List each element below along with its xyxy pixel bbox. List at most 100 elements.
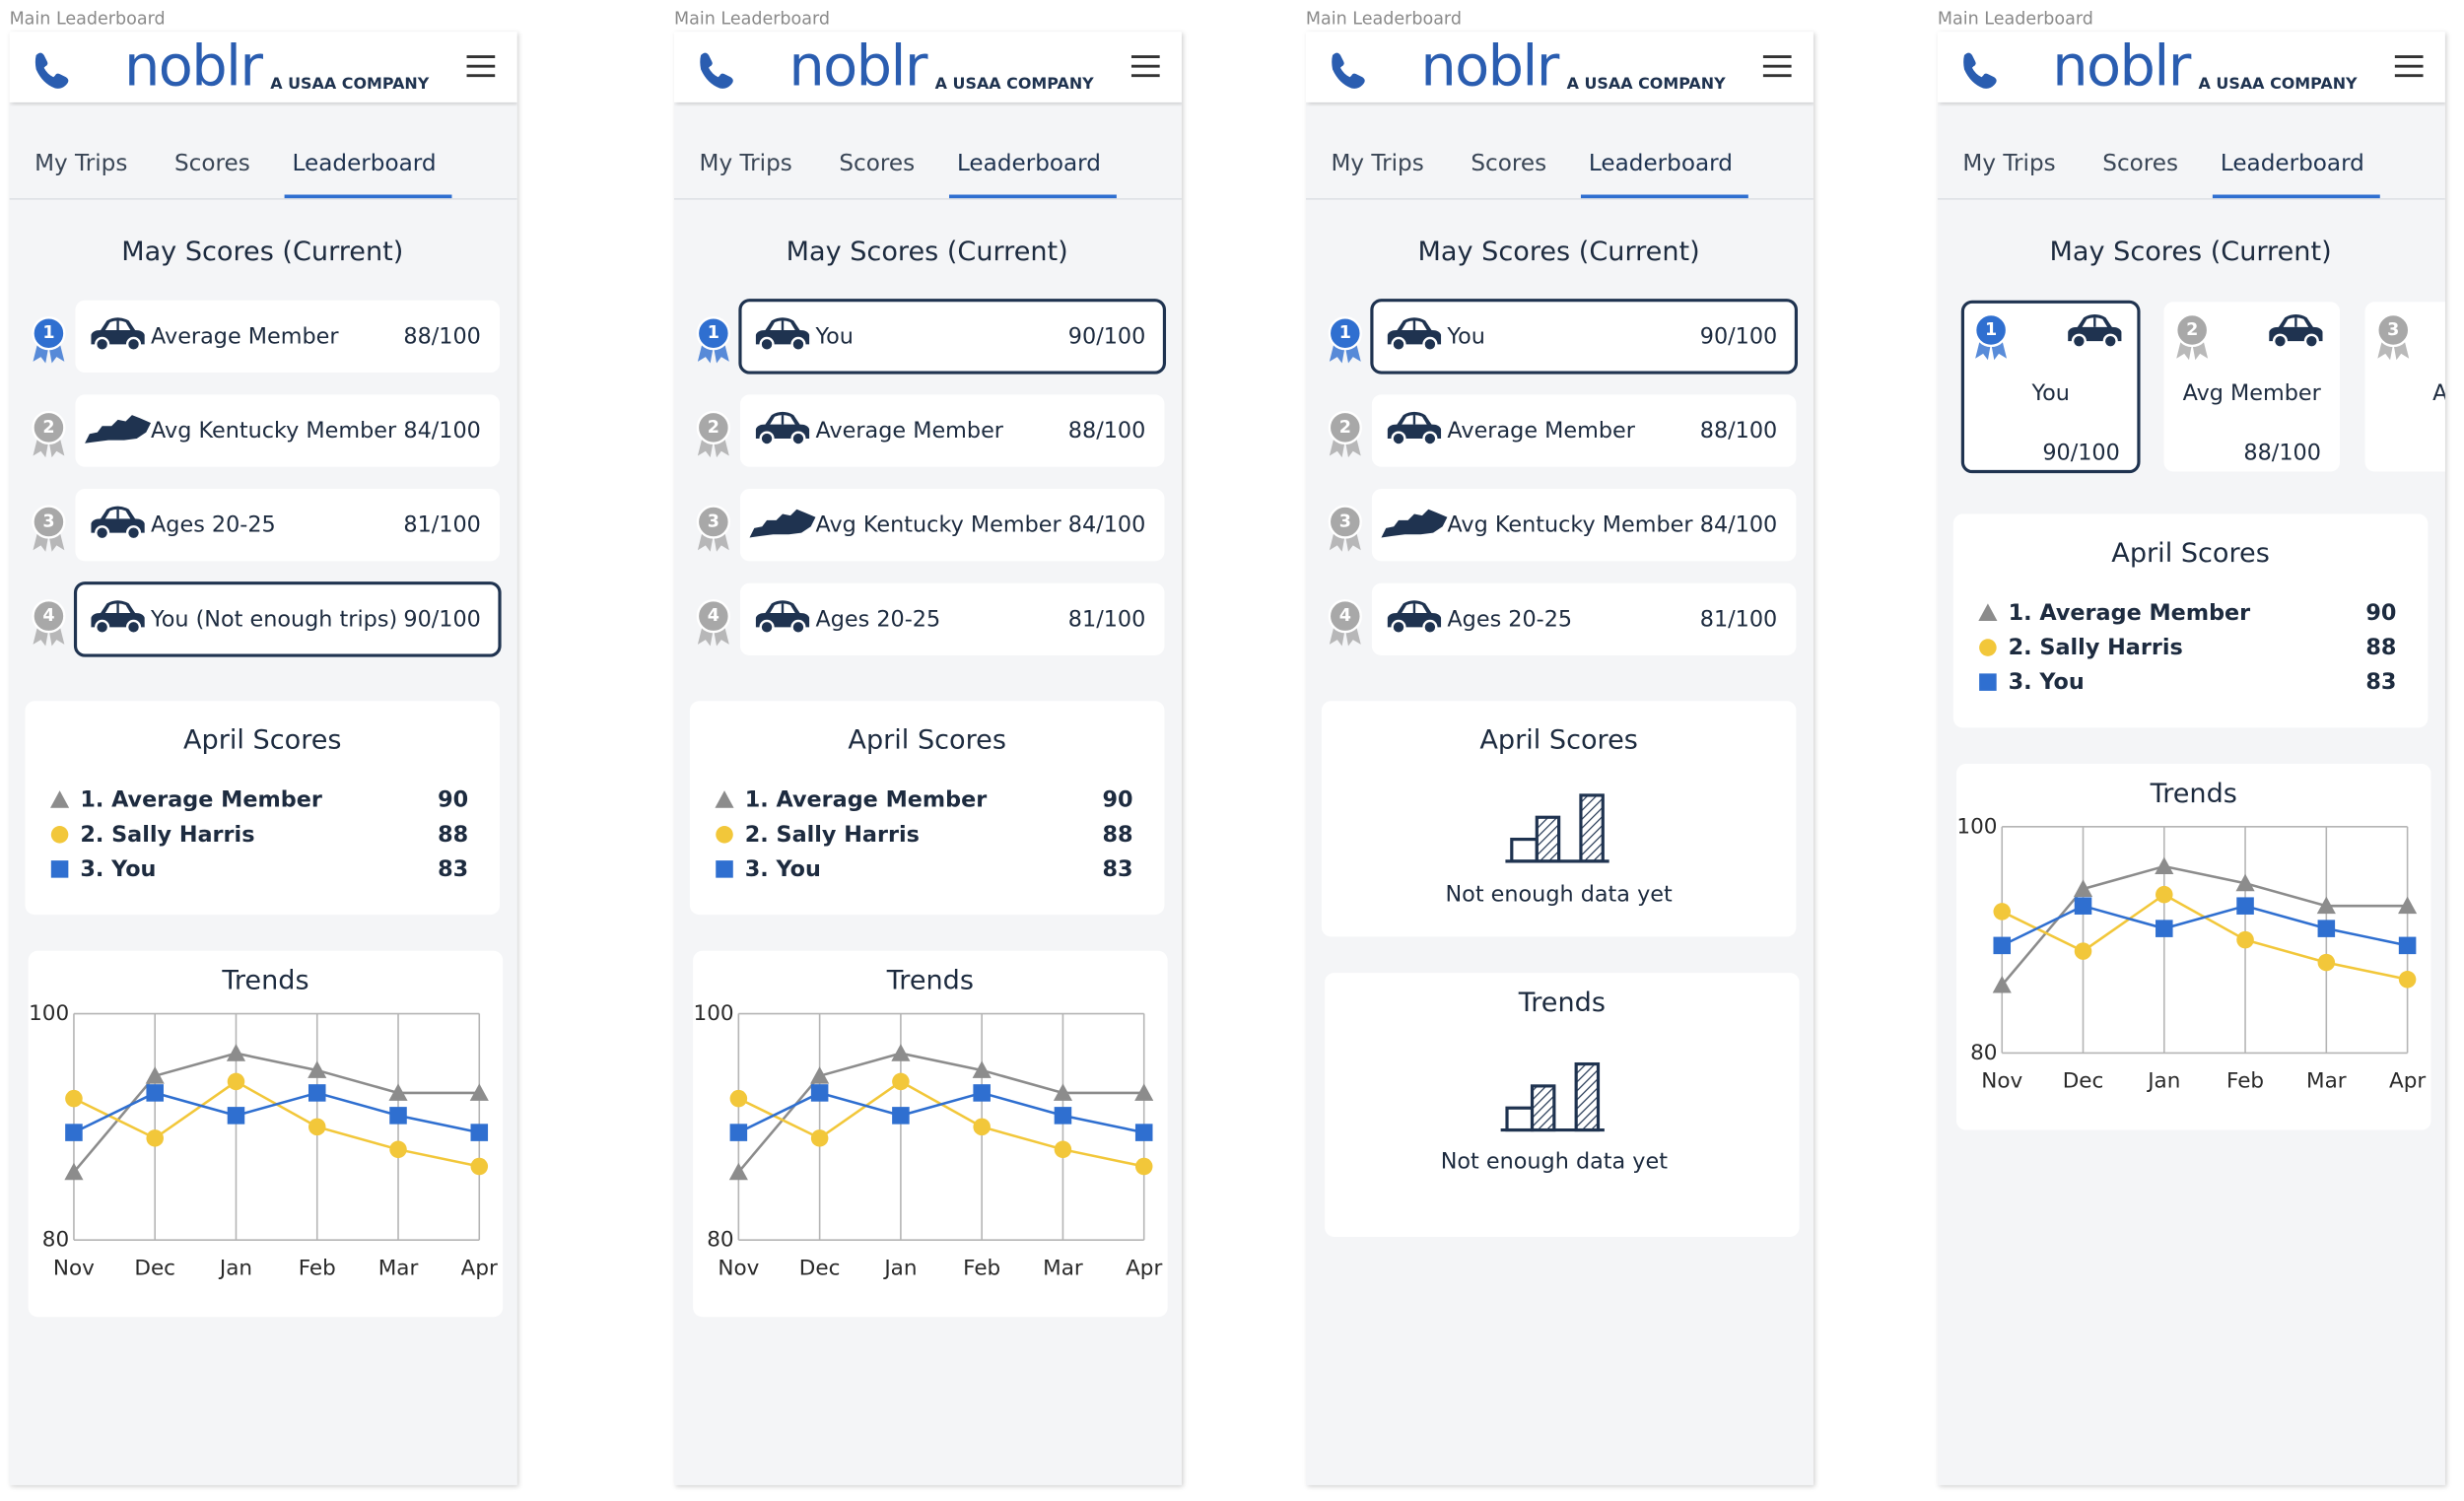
triangle-marker [2398, 896, 2418, 915]
y-tick-label: 80 [1970, 1041, 1997, 1065]
card-title: Trends [2150, 779, 2237, 809]
triangle-marker [145, 1066, 165, 1084]
phone-icon[interactable] [34, 52, 69, 89]
rank-medal: 3 [1328, 505, 1362, 552]
nav-tab[interactable]: Leaderboard [293, 151, 437, 176]
x-tick-label: Nov [53, 1256, 95, 1280]
menu-button[interactable] [1762, 55, 1792, 78]
rank-number: 1 [708, 323, 719, 343]
menu-button[interactable] [1130, 55, 1160, 78]
logo-subtitle: A USAA COMPANY [270, 74, 430, 93]
rank-number: 1 [42, 323, 54, 343]
circle-marker [2156, 885, 2173, 904]
x-tick-label: Apr [1126, 1256, 1162, 1280]
nav-tab[interactable]: My Trips [700, 151, 792, 176]
nav-tab[interactable]: Scores [174, 151, 250, 176]
rank-number: 3 [708, 512, 719, 532]
april-value: 90 [1102, 787, 1132, 813]
y-tick-label: 80 [707, 1228, 733, 1253]
nav-tab[interactable]: My Trips [34, 151, 127, 176]
card-title: Trends [221, 966, 308, 996]
circle-marker [2398, 971, 2417, 989]
april-entry: 2. Sally Harris [745, 822, 920, 848]
rank-number: 2 [2186, 320, 2198, 340]
ranking-score: 84/100 [403, 418, 481, 443]
series-line [72, 1052, 480, 1174]
phone-screen: noblr A USAA COMPANY My Trips Scores Leaderb… [673, 32, 1182, 1318]
triangle-marker [2316, 896, 2336, 915]
rank-number: 2 [1339, 418, 1351, 438]
x-tick-label: Feb [963, 1256, 1000, 1280]
nav-tab[interactable]: Scores [1471, 151, 1546, 176]
empty-chart-icon [1500, 1061, 1605, 1132]
ranking-score: 81/100 [1068, 606, 1146, 632]
ranking-score: 84/100 [1068, 512, 1146, 538]
y-tick-label: 100 [1956, 814, 1997, 839]
state-icon [749, 509, 816, 538]
square-marker [470, 1124, 489, 1141]
ranking-name: Avg Kentucky Member [151, 418, 397, 443]
april-card [1952, 513, 2429, 728]
april-entry: 1. Average Member [745, 787, 988, 813]
state-icon [85, 415, 152, 443]
app-header [1937, 32, 2445, 102]
rank-number: 1 [1985, 320, 1997, 340]
series-line [737, 1091, 1144, 1134]
nav-tab[interactable]: My Trips [1962, 151, 2055, 176]
circle-marker [716, 826, 733, 844]
car-icon [755, 317, 810, 352]
y-tick-label: 100 [694, 1001, 734, 1026]
rank-number: 1 [1339, 323, 1351, 343]
rank-medal: 4 [1328, 599, 1362, 647]
square-marker [50, 860, 69, 878]
triangle-marker [1134, 1083, 1154, 1101]
rank-medal: 2 [2175, 312, 2210, 361]
section-title: May Scores (Current) [1418, 237, 1700, 267]
phone-icon[interactable] [1332, 52, 1365, 89]
phone-icon[interactable] [700, 52, 733, 89]
logo: noblr [788, 34, 927, 100]
nav-tab[interactable]: Scores [839, 151, 915, 176]
card-title: April Scores [2111, 538, 2270, 569]
x-tick-label: Jan [218, 1256, 252, 1280]
triangle-marker [728, 1162, 748, 1181]
square-marker [2398, 936, 2417, 955]
x-tick-label: Dec [2063, 1069, 2104, 1094]
ranking-name: You [1446, 323, 1484, 349]
logo: noblr [2052, 34, 2191, 100]
april-entry: 1. Average Member [2009, 600, 2251, 626]
x-tick-label: Apr [2389, 1069, 2426, 1094]
ranking-row [1370, 299, 1798, 375]
nav-tab[interactable]: Leaderboard [1589, 151, 1733, 176]
circle-marker [2074, 942, 2092, 960]
square-marker [146, 1084, 164, 1102]
nav-tab[interactable]: Leaderboard [2221, 151, 2364, 176]
menu-button[interactable] [2394, 55, 2424, 78]
triangle-marker [226, 1044, 246, 1061]
rank-medal: 1 [1973, 312, 2009, 361]
nav-tab[interactable]: Leaderboard [957, 151, 1101, 176]
rank-medal: 2 [696, 410, 730, 458]
ranking-name: Ages 20-25 [1447, 606, 1572, 632]
logo-subtitle: A USAA COMPANY [935, 74, 1095, 93]
april-card [689, 701, 1165, 916]
triangle-marker [891, 1044, 911, 1061]
ranking-score: 84/100 [1700, 512, 1778, 538]
triangle-marker [2155, 856, 2174, 874]
nav-tab[interactable]: My Trips [1331, 151, 1423, 176]
rank-number: 3 [1339, 512, 1351, 532]
ranking-score: 88/100 [1068, 418, 1146, 443]
card-title: April Scores [1479, 725, 1638, 756]
circle-marker [227, 1072, 245, 1091]
phone-icon[interactable] [1963, 52, 1997, 89]
ranking-score: 88/100 [403, 323, 481, 349]
square-marker [716, 860, 733, 878]
series-line [73, 1091, 480, 1134]
ranking-name: You [2030, 380, 2069, 406]
triangle-marker [388, 1083, 408, 1101]
series-line [737, 1052, 1144, 1174]
circle-marker [470, 1157, 489, 1176]
menu-button[interactable] [466, 55, 496, 78]
x-tick-label: Nov [718, 1256, 759, 1280]
nav-tab[interactable]: Scores [2102, 151, 2178, 176]
